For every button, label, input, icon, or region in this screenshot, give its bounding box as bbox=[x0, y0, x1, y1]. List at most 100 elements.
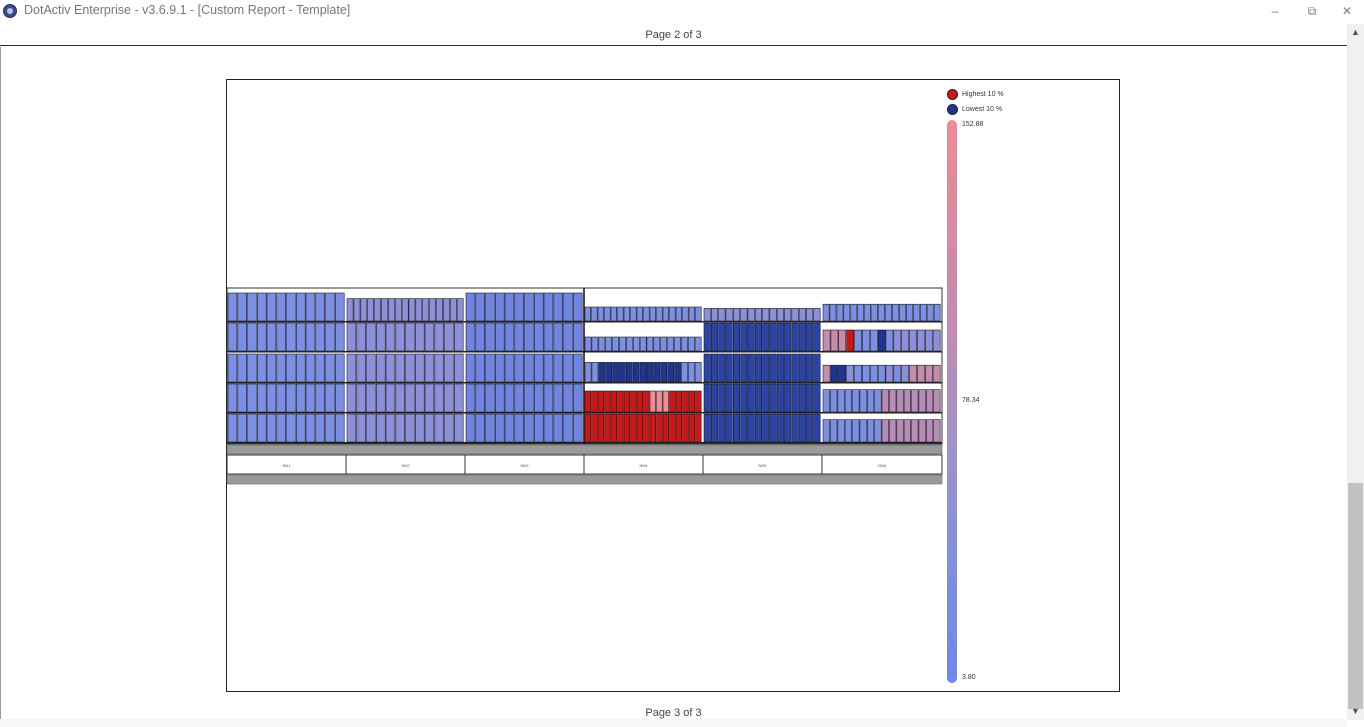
scale-max-label: 152.88 bbox=[962, 121, 984, 128]
product-block bbox=[682, 413, 689, 443]
product-block bbox=[769, 383, 777, 413]
product-block bbox=[911, 389, 919, 413]
scrollbar-thumb[interactable] bbox=[1348, 483, 1363, 709]
minimize-button[interactable]: – bbox=[1271, 4, 1279, 18]
product-block bbox=[656, 306, 663, 322]
product-block bbox=[401, 298, 409, 322]
product-block bbox=[237, 353, 247, 383]
close-button[interactable]: ✕ bbox=[1341, 4, 1353, 18]
product-block bbox=[395, 353, 406, 383]
scale-mid-label: 78.34 bbox=[962, 397, 980, 404]
product-block bbox=[861, 364, 870, 383]
chevron-down-icon[interactable]: ▼ bbox=[1351, 706, 1360, 716]
product-block bbox=[813, 322, 821, 352]
product-block bbox=[266, 413, 277, 443]
product-block bbox=[514, 292, 524, 322]
product-block bbox=[584, 362, 592, 383]
product-block bbox=[639, 336, 647, 352]
product-block bbox=[903, 419, 911, 443]
product-block bbox=[893, 329, 902, 352]
product-block bbox=[662, 390, 669, 413]
product-block bbox=[925, 419, 934, 443]
title-bar: DotActiv Enterprise - v3.6.9.1 - [Custom… bbox=[0, 0, 1364, 24]
product-block bbox=[395, 322, 406, 352]
product-block bbox=[394, 298, 402, 322]
product-block bbox=[669, 306, 676, 322]
product-block bbox=[475, 292, 486, 322]
product-block bbox=[878, 303, 885, 322]
product-block bbox=[286, 383, 296, 413]
product-block bbox=[740, 383, 748, 413]
product-block bbox=[422, 298, 430, 322]
product-block bbox=[533, 353, 544, 383]
product-block bbox=[933, 389, 941, 413]
product-block bbox=[376, 413, 386, 443]
product-block bbox=[813, 308, 821, 322]
product-block bbox=[374, 298, 381, 322]
product-block bbox=[798, 353, 806, 383]
vertical-scrollbar[interactable]: ▲ ▼ bbox=[1347, 24, 1364, 720]
product-block bbox=[643, 390, 650, 413]
viewer-left-edge bbox=[0, 47, 1, 719]
product-block bbox=[846, 329, 854, 352]
product-block bbox=[725, 413, 733, 443]
product-block bbox=[899, 303, 906, 322]
product-block bbox=[703, 308, 711, 322]
product-block bbox=[617, 306, 624, 322]
module-label: NN6 bbox=[878, 463, 887, 468]
module-label: NN4 bbox=[639, 463, 648, 468]
product-block bbox=[385, 322, 396, 352]
product-block bbox=[346, 322, 357, 352]
product-block bbox=[454, 413, 464, 443]
product-block bbox=[610, 306, 617, 322]
product-block bbox=[623, 306, 630, 322]
product-block bbox=[605, 336, 613, 352]
product-block bbox=[617, 390, 624, 413]
product-block bbox=[710, 322, 719, 352]
product-block bbox=[612, 362, 619, 383]
product-block bbox=[623, 390, 630, 413]
product-block bbox=[572, 383, 583, 413]
product-block bbox=[597, 390, 604, 413]
product-block bbox=[643, 306, 650, 322]
product-block bbox=[822, 303, 830, 322]
product-block bbox=[784, 322, 792, 352]
product-block bbox=[597, 413, 604, 443]
product-block bbox=[630, 306, 637, 322]
product-block bbox=[917, 329, 925, 352]
product-block bbox=[822, 389, 830, 413]
product-block bbox=[434, 353, 445, 383]
product-block bbox=[415, 383, 425, 413]
scale-min-label: 3.80 bbox=[962, 674, 976, 681]
product-block bbox=[710, 308, 719, 322]
product-block bbox=[434, 383, 445, 413]
product-block bbox=[485, 413, 495, 443]
product-block bbox=[901, 364, 910, 383]
product-block bbox=[424, 353, 435, 383]
restore-button[interactable]: ⧉ bbox=[1307, 4, 1317, 18]
product-block bbox=[533, 383, 544, 413]
product-block bbox=[912, 303, 920, 322]
product-block bbox=[465, 322, 476, 352]
chevron-up-icon[interactable]: ▲ bbox=[1351, 27, 1360, 37]
product-block bbox=[762, 383, 770, 413]
product-block bbox=[791, 308, 799, 322]
product-block bbox=[909, 329, 917, 352]
product-block bbox=[933, 303, 941, 322]
product-block bbox=[881, 389, 889, 413]
product-block bbox=[830, 329, 839, 352]
product-block bbox=[896, 389, 904, 413]
product-block bbox=[296, 353, 306, 383]
product-block bbox=[660, 362, 668, 383]
product-block bbox=[695, 306, 702, 322]
product-block bbox=[247, 353, 257, 383]
product-block bbox=[227, 322, 238, 352]
product-block bbox=[806, 353, 814, 383]
product-block bbox=[325, 383, 335, 413]
planogram-footer-base bbox=[226, 474, 943, 485]
product-block bbox=[605, 362, 613, 383]
product-block bbox=[465, 383, 476, 413]
product-block bbox=[485, 292, 495, 322]
product-block bbox=[286, 292, 296, 322]
product-block bbox=[543, 292, 554, 322]
